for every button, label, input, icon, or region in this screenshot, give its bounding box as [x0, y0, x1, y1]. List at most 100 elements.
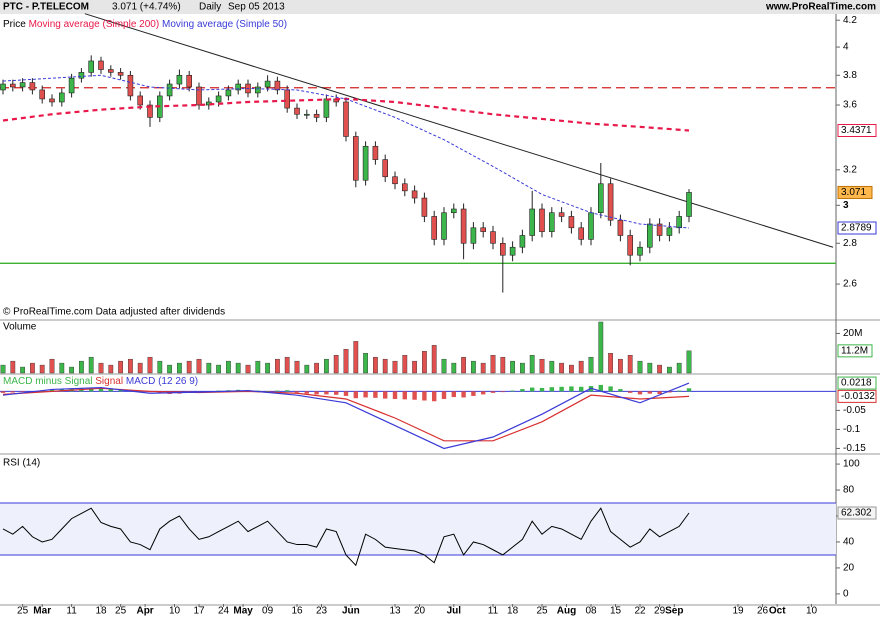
candle-body [362, 145, 369, 181]
candle-body [343, 101, 349, 137]
last-value-text: -0.0132 [841, 391, 875, 402]
histogram-bar [373, 391, 378, 398]
candle-body [186, 74, 192, 88]
legend-entry: Signal [95, 376, 123, 387]
candle-body [676, 216, 683, 229]
candle-body [539, 208, 545, 232]
volume-bar [510, 360, 515, 374]
legend-entry: MACD (12 26 9) [126, 376, 198, 387]
volume-bar [265, 362, 270, 374]
last-value-text: 0.0218 [841, 378, 872, 389]
candle-body [196, 86, 202, 106]
volume-bar [88, 356, 94, 374]
candle-body [568, 216, 575, 229]
x-tick-label: 25 [17, 606, 29, 617]
histogram-bar [108, 388, 113, 392]
candle [509, 241, 516, 262]
candle [401, 178, 408, 197]
x-tick-label: 15 [610, 606, 622, 617]
candle-body [235, 83, 241, 91]
candle-body [480, 227, 487, 232]
last-value-text: 3.4371 [841, 125, 872, 136]
candle [235, 79, 241, 95]
candle [343, 97, 349, 142]
candle [98, 56, 104, 74]
candle [568, 210, 575, 234]
candle [529, 190, 536, 242]
candle-body [255, 86, 261, 94]
y-tick-label: 2.8 [843, 238, 857, 249]
volume-bar [373, 356, 378, 374]
data-note: © ProRealTime.com Data adjusted after di… [3, 307, 225, 318]
candle [88, 55, 94, 77]
volume-bar [480, 362, 486, 374]
x-tick-label: Sep [665, 606, 683, 617]
volume-bar [569, 364, 574, 374]
histogram-bar [520, 389, 525, 392]
volume-bar [343, 349, 349, 374]
x-tick-label: 08 [585, 606, 597, 617]
last-rsi-box [837, 506, 877, 520]
candle-body [519, 235, 526, 248]
volume-bar [588, 356, 594, 374]
volume-bar [559, 362, 565, 374]
rsi-line [2, 507, 690, 567]
x-tick-label: 19 [732, 606, 744, 617]
candle [392, 171, 398, 190]
volume-bar [98, 362, 104, 374]
y-tick-label: -0.1 [843, 424, 861, 435]
candle [597, 162, 604, 219]
volume-bar [637, 360, 643, 374]
volume-bar [618, 358, 623, 374]
last-value-box [837, 221, 877, 235]
volume-bar [333, 355, 339, 374]
candle [676, 210, 683, 234]
candle [10, 79, 16, 92]
x-tick-label: May [233, 606, 253, 617]
candle [117, 68, 124, 80]
y-tick-label: 3.2 [843, 164, 857, 175]
candle-body [108, 69, 114, 73]
candle [49, 94, 55, 107]
legend: Price Moving average (Simple 200) Moving… [3, 19, 287, 30]
histogram-bar [324, 391, 329, 395]
candle-body [411, 190, 418, 199]
candle-body [352, 136, 359, 181]
candle [411, 185, 418, 204]
candle-body [137, 95, 143, 106]
histogram-bar [383, 391, 388, 399]
last-volume-text: 11.2M [841, 345, 868, 356]
macd-line [2, 382, 690, 450]
candle-body [127, 74, 134, 97]
volume-bar [382, 358, 388, 374]
volume-bar [186, 360, 192, 374]
volume-bar [78, 360, 84, 374]
candle-body [490, 231, 496, 244]
volume-bar [608, 353, 614, 374]
x-tick-label: 25 [536, 606, 548, 617]
candle-body [382, 159, 389, 178]
candle [176, 69, 183, 89]
legend: MACD minus Signal Signal MACD (12 26 9) [3, 376, 198, 387]
histogram-bar [314, 391, 319, 395]
candle [78, 68, 85, 83]
volume-bar [225, 360, 231, 374]
y-tick-label: 2.6 [843, 279, 857, 290]
x-tick-label: 29 [654, 606, 666, 617]
volume-bar [275, 358, 280, 374]
volume-bar [127, 358, 133, 374]
x-tick-label: 18 [95, 606, 107, 617]
x-tick-label: 18 [507, 606, 519, 617]
y-tick-label: 100 [843, 459, 860, 470]
candle [196, 82, 202, 110]
histogram-bar [10, 391, 15, 393]
candle-body [0, 83, 6, 91]
histogram-bar [294, 391, 300, 393]
x-tick-label: Oct [769, 606, 786, 617]
candle-body [98, 60, 104, 70]
histogram-bar [608, 386, 613, 392]
histogram-bar [363, 391, 368, 398]
candle-body [509, 246, 516, 256]
x-tick-label: 26 [757, 606, 769, 617]
